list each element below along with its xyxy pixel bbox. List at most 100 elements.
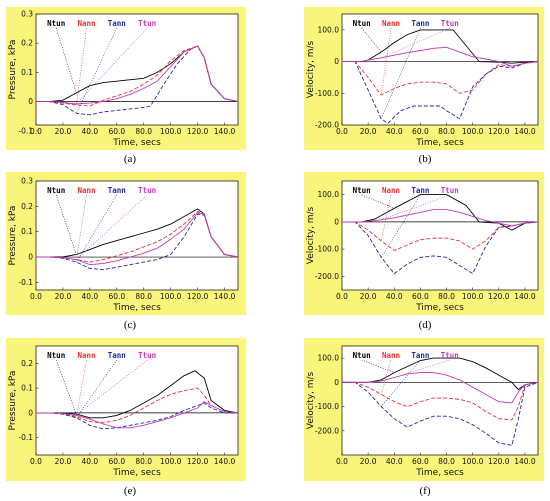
panel-caption: (a) [124, 153, 137, 165]
plot-area [341, 345, 539, 456]
x-axis-title: Time, secs [415, 138, 464, 148]
series-line-ttun [36, 45, 239, 105]
legend-nann: Nann [382, 351, 400, 360]
y-tick-label: 0.1 [21, 384, 33, 393]
y-tick-label: 0.2 [21, 39, 33, 48]
series-line-nann [342, 381, 539, 421]
y-axis-title: Pressure, kPa [8, 206, 18, 266]
panel-caption: (e) [124, 485, 137, 497]
x-axis-title: Time, secs [112, 468, 161, 478]
legend-nann: Nann [382, 186, 400, 195]
x-axis-title: Time, secs [415, 468, 464, 478]
y-tick-label: 0.1 [21, 227, 33, 236]
panel-caption: (c) [124, 319, 137, 331]
series-line-ttun [342, 209, 539, 227]
panel-caption: (d) [419, 319, 432, 331]
y-tick-label: 0 [334, 217, 339, 226]
x-tick-label: 120.0 [187, 292, 209, 301]
legend-leader-ntun [361, 359, 395, 373]
x-tick-label: 120.0 [187, 127, 209, 136]
plot-area [35, 345, 239, 456]
x-tick-label: 140.0 [514, 127, 536, 136]
x-tick-label: 20.0 [55, 292, 72, 301]
x-tick-label: 80.0 [438, 127, 455, 136]
legend-tann: Tann [108, 186, 126, 195]
legend-ttun: Ttun [441, 351, 459, 360]
legend-leader-tann [380, 359, 421, 407]
x-tick-label: 20.0 [55, 457, 72, 466]
x-tick-label: 100.0 [462, 457, 484, 466]
x-tick-label: 120.0 [488, 292, 510, 301]
chart-panel-a: 0.0 20.0 40.0 60.0 80.0 100.0 120.0 140.0 -0.1 0 0… [6, 7, 246, 165]
x-tick-label: 0.0 [336, 457, 348, 466]
plot-area [341, 13, 539, 126]
y-axis-title: Velocity, m/s [306, 371, 316, 429]
x-tick-label: 20.0 [360, 457, 377, 466]
y-tick-label: 100.0 [318, 354, 340, 363]
y-tick-label: -0.1 [18, 126, 33, 135]
chart-panel-b: 0.0 20.0 40.0 60.0 80.0 100.0 120.0 140.0 -200.0… [304, 7, 544, 165]
y-axis-title: Pressure, kPa [8, 371, 18, 431]
x-tick-label: 120.0 [187, 457, 209, 466]
legend-leader-ntun [55, 194, 77, 255]
plot-area [341, 180, 539, 291]
legend-ttun: Ttun [138, 351, 156, 360]
x-tick-label: 80.0 [135, 127, 152, 136]
x-tick-label: 100.0 [462, 292, 484, 301]
x-tick-label: 100.0 [160, 457, 182, 466]
x-tick-label: 60.0 [412, 292, 429, 301]
y-tick-label: -0.1 [18, 433, 33, 442]
x-tick-label: 60.0 [412, 127, 429, 136]
x-tick-label: 0.0 [336, 292, 348, 301]
panel-caption: (f) [420, 485, 431, 497]
legend-leader-tann [76, 27, 118, 114]
y-tick-label: 0 [28, 97, 33, 106]
x-tick-label: 60.0 [412, 457, 429, 466]
x-tick-label: 40.0 [386, 457, 403, 466]
x-tick-label: 100.0 [160, 127, 182, 136]
y-tick-label: 100.0 [318, 25, 340, 34]
x-tick-label: 20.0 [55, 127, 72, 136]
x-tick-label: 100.0 [462, 127, 484, 136]
legend-ttun: Ttun [441, 19, 459, 28]
x-tick-label: 140.0 [214, 292, 236, 301]
legend-leader-ttun [76, 194, 148, 260]
series-line-ttun [342, 372, 539, 404]
x-tick-label: 20.0 [360, 127, 377, 136]
y-axis-title: Velocity, m/s [306, 206, 316, 264]
series-line-nann [36, 387, 239, 424]
legend-ntun: Ntun [47, 186, 65, 195]
legend-ntun: Ntun [353, 19, 371, 28]
series-line-ntun [36, 370, 239, 419]
y-tick-label: -0.1 [18, 278, 33, 287]
x-tick-label: 0.0 [336, 127, 348, 136]
series-line-nann [342, 221, 539, 252]
x-tick-label: 40.0 [386, 127, 403, 136]
y-tick-label: -200.0 [315, 426, 339, 435]
x-tick-label: 0.0 [30, 457, 42, 466]
legend-tann: Tann [108, 351, 126, 360]
y-tick-label: 0.2 [21, 359, 33, 368]
y-tick-label: 0 [334, 378, 339, 387]
x-tick-label: 20.0 [360, 292, 377, 301]
y-tick-label: 0.2 [21, 202, 33, 211]
y-tick-label: 0.3 [21, 177, 33, 186]
legend-tann: Tann [108, 19, 126, 28]
y-tick-label: 0.1 [21, 68, 33, 77]
plot-area [35, 180, 239, 291]
x-tick-label: 100.0 [160, 292, 182, 301]
series-line-ttun [36, 401, 239, 429]
chart-panel-d: 0.0 20.0 40.0 60.0 80.0 100.0 120.0 140.0 -200.0… [304, 172, 544, 331]
series-line-tann [342, 61, 539, 124]
x-axis-title: Time, secs [112, 303, 161, 313]
x-tick-label: 0.0 [30, 127, 42, 136]
x-axis-title: Time, secs [112, 138, 161, 148]
y-tick-label: -200.0 [315, 121, 339, 130]
legend-ntun: Ntun [47, 19, 65, 28]
legend-ttun: Ttun [138, 19, 156, 28]
legend-ttun: Ttun [441, 186, 459, 195]
legend-nann: Nann [77, 186, 95, 195]
legend-leader-nann [380, 359, 392, 395]
x-tick-label: 40.0 [82, 127, 99, 136]
